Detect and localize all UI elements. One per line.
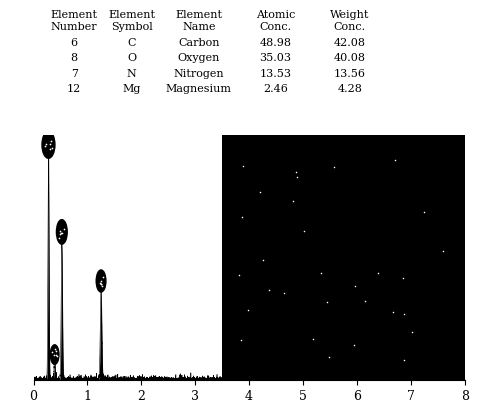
Point — [60, 226, 68, 232]
Text: 12: 12 — [67, 84, 81, 94]
Text: 40.08: 40.08 — [334, 53, 365, 63]
Text: 13.56: 13.56 — [334, 69, 365, 79]
Point — [42, 141, 49, 147]
Point — [58, 229, 66, 236]
Point — [389, 309, 397, 315]
Text: 42.08: 42.08 — [334, 38, 365, 47]
Point — [309, 336, 317, 343]
Text: Conc.: Conc. — [259, 22, 292, 32]
Point — [52, 351, 60, 358]
Text: Conc.: Conc. — [333, 22, 366, 32]
Point — [57, 228, 64, 234]
Text: 48.98: 48.98 — [260, 38, 291, 47]
Text: Element: Element — [175, 10, 222, 20]
Point — [99, 273, 107, 280]
Point — [265, 286, 273, 293]
Point — [46, 146, 54, 152]
Point — [98, 283, 105, 289]
Text: Weight: Weight — [330, 10, 369, 20]
Text: N: N — [127, 69, 137, 79]
Point — [48, 349, 56, 355]
Point — [97, 281, 105, 288]
Point — [330, 164, 337, 171]
Point — [48, 144, 56, 151]
Point — [53, 347, 60, 354]
Point — [235, 272, 243, 279]
Point — [259, 257, 267, 263]
Text: 6: 6 — [71, 38, 78, 47]
Text: 35.03: 35.03 — [260, 53, 291, 63]
Point — [239, 213, 246, 220]
Point — [244, 306, 252, 313]
Text: Symbol: Symbol — [111, 22, 153, 32]
Point — [293, 174, 301, 180]
Point — [290, 198, 297, 204]
Ellipse shape — [96, 270, 106, 292]
Point — [420, 209, 427, 216]
Point — [41, 143, 49, 150]
Point — [96, 280, 104, 286]
Point — [98, 281, 105, 288]
Point — [362, 298, 369, 305]
Text: 7: 7 — [71, 69, 78, 79]
Bar — [222, 135, 465, 380]
Point — [57, 230, 65, 237]
Text: Nitrogen: Nitrogen — [173, 69, 224, 79]
Point — [47, 138, 55, 144]
Text: 13.53: 13.53 — [260, 69, 291, 79]
Text: Element: Element — [51, 10, 98, 20]
Text: Number: Number — [51, 22, 98, 32]
Text: O: O — [127, 53, 137, 63]
Point — [352, 283, 359, 289]
Point — [50, 352, 58, 359]
Point — [240, 163, 247, 169]
Point — [56, 234, 63, 241]
Ellipse shape — [42, 131, 55, 158]
Point — [325, 354, 332, 361]
Point — [97, 278, 104, 285]
Text: Magnesium: Magnesium — [166, 84, 232, 94]
Point — [318, 270, 325, 276]
Point — [256, 189, 264, 196]
Text: 8: 8 — [71, 53, 78, 63]
Point — [400, 357, 408, 364]
Point — [280, 290, 288, 296]
Ellipse shape — [50, 345, 59, 364]
Point — [409, 329, 416, 335]
Text: 4.28: 4.28 — [337, 84, 362, 94]
Point — [351, 342, 358, 348]
Point — [399, 275, 407, 281]
Point — [300, 227, 308, 234]
Text: Carbon: Carbon — [178, 38, 219, 47]
Point — [374, 270, 382, 277]
Point — [292, 169, 300, 175]
Point — [400, 310, 408, 317]
Point — [56, 231, 64, 237]
Point — [237, 337, 245, 344]
Point — [46, 141, 53, 147]
Point — [439, 248, 447, 255]
Point — [391, 156, 399, 163]
Text: Element: Element — [108, 10, 155, 20]
Ellipse shape — [57, 220, 67, 244]
Text: Mg: Mg — [123, 84, 141, 94]
Text: Name: Name — [182, 22, 216, 32]
Point — [53, 353, 60, 360]
Text: Atomic: Atomic — [256, 10, 295, 20]
Point — [323, 299, 331, 305]
Text: Oxygen: Oxygen — [178, 53, 220, 63]
Point — [51, 346, 58, 353]
Text: C: C — [127, 38, 136, 47]
Text: 2.46: 2.46 — [263, 84, 288, 94]
